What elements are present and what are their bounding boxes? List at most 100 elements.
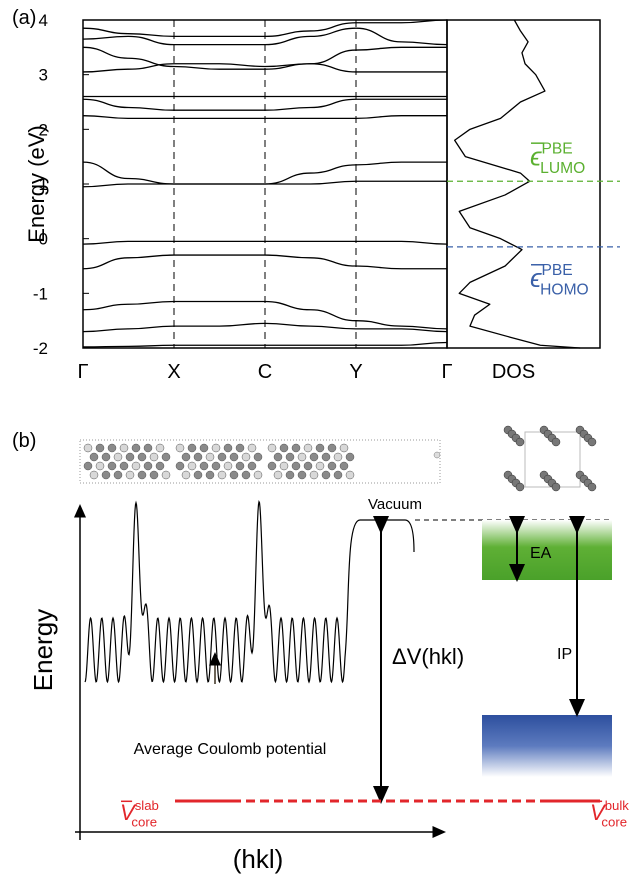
atom (230, 471, 238, 479)
atom (310, 453, 318, 461)
atom (316, 462, 324, 470)
atom (96, 444, 104, 452)
potential-curve (85, 502, 414, 682)
atom (328, 444, 336, 452)
level-label: ϵPBELUMO (530, 141, 585, 178)
atom (212, 462, 220, 470)
atom (236, 462, 244, 470)
atom (182, 471, 190, 479)
atom (188, 462, 196, 470)
atom (552, 483, 560, 491)
x-label: (hkl) (233, 844, 284, 874)
schematic: Energy (hkl) Vacuum EA IP ΔV(hkl) Averag… (28, 426, 612, 874)
y-tick-label: -2 (33, 339, 48, 358)
atom (182, 453, 190, 461)
atom (120, 444, 128, 452)
atom (176, 462, 184, 470)
atom (108, 444, 116, 452)
atom (316, 444, 324, 452)
atom (334, 471, 342, 479)
vacuum-label: Vacuum (368, 496, 422, 513)
atom (218, 453, 226, 461)
atom (96, 462, 104, 470)
atom (84, 462, 92, 470)
atom (102, 471, 110, 479)
atom (206, 453, 214, 461)
atom (114, 453, 122, 461)
valence-band (482, 715, 612, 777)
atom (274, 453, 282, 461)
atom (188, 444, 196, 452)
y-tick-label: 4 (39, 11, 48, 30)
atom (156, 462, 164, 470)
atom (340, 444, 348, 452)
x-tick-label: Γ (77, 361, 88, 383)
x-tick-label: Y (349, 361, 362, 383)
delta-v-label: ΔV(hkl) (392, 644, 464, 669)
level-label-sup: PBE (541, 141, 572, 158)
atom (126, 471, 134, 479)
y-tick-label: 3 (39, 66, 48, 85)
panel-label: (a) (12, 7, 36, 29)
atom (102, 453, 110, 461)
atom (114, 471, 122, 479)
atom (292, 444, 300, 452)
atom (206, 471, 214, 479)
atom (138, 471, 146, 479)
atom (304, 444, 312, 452)
atom (144, 462, 152, 470)
atom (286, 471, 294, 479)
ea-label: EA (530, 545, 552, 562)
level-label-sup: PBE (541, 262, 572, 279)
atom (268, 444, 276, 452)
atom (200, 444, 208, 452)
atom (132, 444, 140, 452)
atom (286, 453, 294, 461)
slab-core-label-sup: slab (135, 798, 159, 813)
atom (200, 462, 208, 470)
atom (194, 471, 202, 479)
bulk-core-label-sub: core (601, 815, 627, 830)
atom (248, 462, 256, 470)
atom (156, 444, 164, 452)
atom (588, 483, 596, 491)
atom (322, 453, 330, 461)
panel-label: (b) (12, 430, 36, 452)
level-label-sub: HOMO (540, 282, 589, 299)
atom (150, 453, 158, 461)
atom (340, 462, 348, 470)
atom (328, 462, 336, 470)
x-tick-label: Γ (441, 361, 452, 383)
atom (90, 471, 98, 479)
atom (150, 471, 158, 479)
atom (552, 438, 560, 446)
atom (132, 462, 140, 470)
slab-core-label-sub: core (131, 815, 157, 830)
atom (434, 452, 440, 458)
x-tick-label: C (258, 361, 272, 383)
atom (212, 444, 220, 452)
atom (268, 462, 276, 470)
atom (242, 471, 250, 479)
ip-label: IP (557, 646, 572, 663)
atom (516, 438, 524, 446)
atom (144, 444, 152, 452)
atom (298, 471, 306, 479)
atom (248, 444, 256, 452)
atom (162, 453, 170, 461)
atom (176, 444, 184, 452)
atom (194, 453, 202, 461)
atom (322, 471, 330, 479)
atom (120, 462, 128, 470)
y-tick-label: 2 (39, 120, 48, 139)
atom (310, 471, 318, 479)
atom (218, 471, 226, 479)
atom (346, 453, 354, 461)
atom (230, 453, 238, 461)
atom (280, 444, 288, 452)
bulk-core-label-sup: bulk (605, 798, 630, 813)
atom (254, 471, 262, 479)
atom (108, 462, 116, 470)
